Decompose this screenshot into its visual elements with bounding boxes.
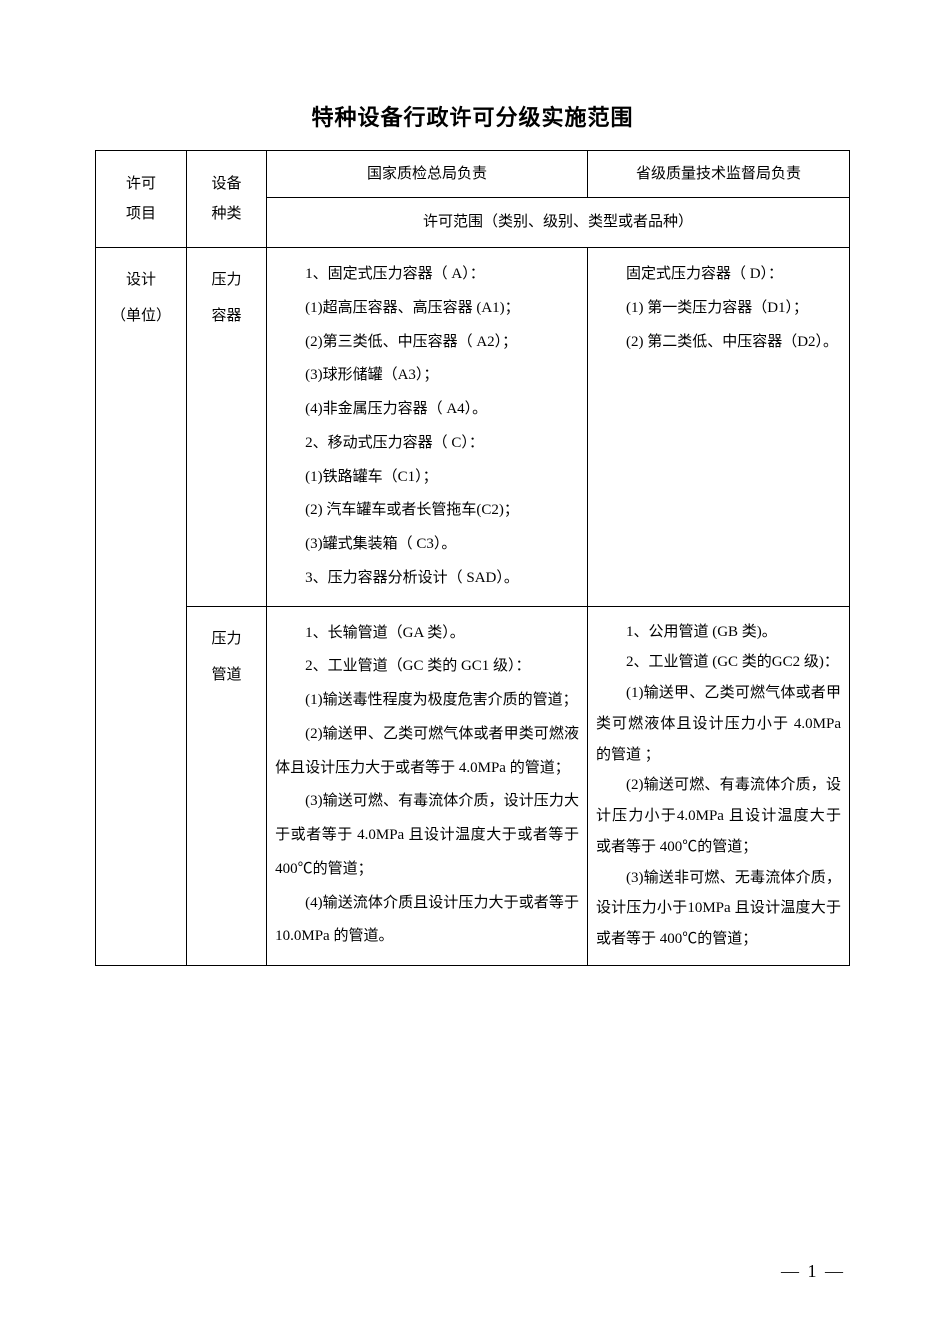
content-line: (4)非金属压力容器（ A4）。	[275, 393, 579, 427]
header-provincial: 省级质量技术监督局负责	[587, 151, 849, 198]
table-header-row-1: 许可 项目 设备 种类 国家质检总局负责 省级质量技术监督局负责	[96, 151, 850, 198]
content-line: 2、工业管道（GC 类的 GC1 级）：	[275, 650, 579, 684]
content-line: (2) 第二类低、中压容器（D2）。	[596, 326, 841, 360]
content-line: 固定式压力容器（ D）：	[596, 258, 841, 292]
content-line: 3、压力容器分析设计（ SAD）。	[275, 562, 579, 596]
content-line: (2)第三类低、中压容器（ A2）；	[275, 326, 579, 360]
header-permit-project: 许可 项目	[96, 151, 187, 248]
content-line: (2) 汽车罐车或者长管拖车(C2)；	[275, 494, 579, 528]
header-equipment-type: 设备 种类	[186, 151, 266, 248]
content-line: (3)输送非可燃、无毒流体介质，设计压力小于10MPa 且设计温度大于或者等于 …	[596, 863, 841, 955]
cell-equip-pressure-pipe: 压力 管道	[186, 606, 266, 965]
table-row: 设计 （单位） 压力 容器 1、固定式压力容器（ A）： (1)超高压容器、高压…	[96, 248, 850, 607]
cell-national-pressure-pipe: 1、长输管道（GA 类）。 2、工业管道（GC 类的 GC1 级）： (1)输送…	[267, 606, 588, 965]
content-line: (2)输送可燃、有毒流体介质，设计压力小于4.0MPa 且设计温度大于或者等于 …	[596, 770, 841, 862]
header-national: 国家质检总局负责	[267, 151, 588, 198]
cell-permit-design: 设计 （单位）	[96, 248, 187, 966]
content-line: (3)罐式集装箱（ C3）。	[275, 528, 579, 562]
content-line: 1、固定式压力容器（ A）：	[275, 258, 579, 292]
header-scope: 许可范围（类别、级别、类型或者品种）	[267, 198, 850, 248]
cell-national-pressure-vessel: 1、固定式压力容器（ A）： (1)超高压容器、高压容器 (A1)； (2)第三…	[267, 248, 588, 607]
content-line: 1、公用管道 (GB 类)。	[596, 617, 841, 648]
content-line: (1)输送甲、乙类可燃气体或者甲类可燃液体且设计压力小于 4.0MPa 的管道 …	[596, 678, 841, 770]
content-line: 2、移动式压力容器（ C）：	[275, 427, 579, 461]
page-title: 特种设备行政许可分级实施范围	[95, 100, 850, 132]
content-line: 1、长输管道（GA 类）。	[275, 617, 579, 651]
cell-equip-pressure-vessel: 压力 容器	[186, 248, 266, 607]
content-line: (1)超高压容器、高压容器 (A1)；	[275, 292, 579, 326]
content-line: (1)输送毒性程度为极度危害介质的管道；	[275, 684, 579, 718]
content-line: (3)输送可燃、有毒流体介质，设计压力大于或者等于 4.0MPa 且设计温度大于…	[275, 785, 579, 886]
content-line: (1)铁路罐车（C1）；	[275, 461, 579, 495]
table-row: 压力 管道 1、长输管道（GA 类）。 2、工业管道（GC 类的 GC1 级）：…	[96, 606, 850, 965]
page-number: — 1 —	[781, 1261, 845, 1282]
cell-provincial-pressure-pipe: 1、公用管道 (GB 类)。 2、工业管道 (GC 类的GC2 级)： (1)输…	[587, 606, 849, 965]
cell-provincial-pressure-vessel: 固定式压力容器（ D）： (1) 第一类压力容器（D1）； (2) 第二类低、中…	[587, 248, 849, 607]
content-line: (2)输送甲、乙类可燃气体或者甲类可燃液体且设计压力大于或者等于 4.0MPa …	[275, 718, 579, 786]
content-line: (4)输送流体介质且设计压力大于或者等于 10.0MPa 的管道。	[275, 887, 579, 955]
content-line: 2、工业管道 (GC 类的GC2 级)：	[596, 647, 841, 678]
content-line: (3)球形储罐（A3）；	[275, 359, 579, 393]
content-line: (1) 第一类压力容器（D1）；	[596, 292, 841, 326]
main-table: 许可 项目 设备 种类 国家质检总局负责 省级质量技术监督局负责 许可范围（类别…	[95, 150, 850, 966]
